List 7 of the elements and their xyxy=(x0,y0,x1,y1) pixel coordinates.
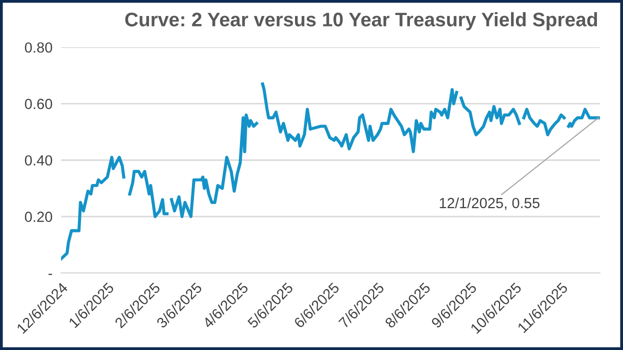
annotation: 12/1/2025, 0.55 xyxy=(440,198,540,210)
y-tick-label: 0.40 xyxy=(24,155,52,166)
y-tick-label: - xyxy=(48,274,52,275)
y-tick-label: 0.20 xyxy=(24,212,52,222)
y-tick-label: 0.80 xyxy=(24,42,52,53)
chart-title: Curve: 2 Year versus 10 Year Treasury Yield Spread xyxy=(125,12,597,30)
y-tick-label: 0.60 xyxy=(24,98,52,110)
